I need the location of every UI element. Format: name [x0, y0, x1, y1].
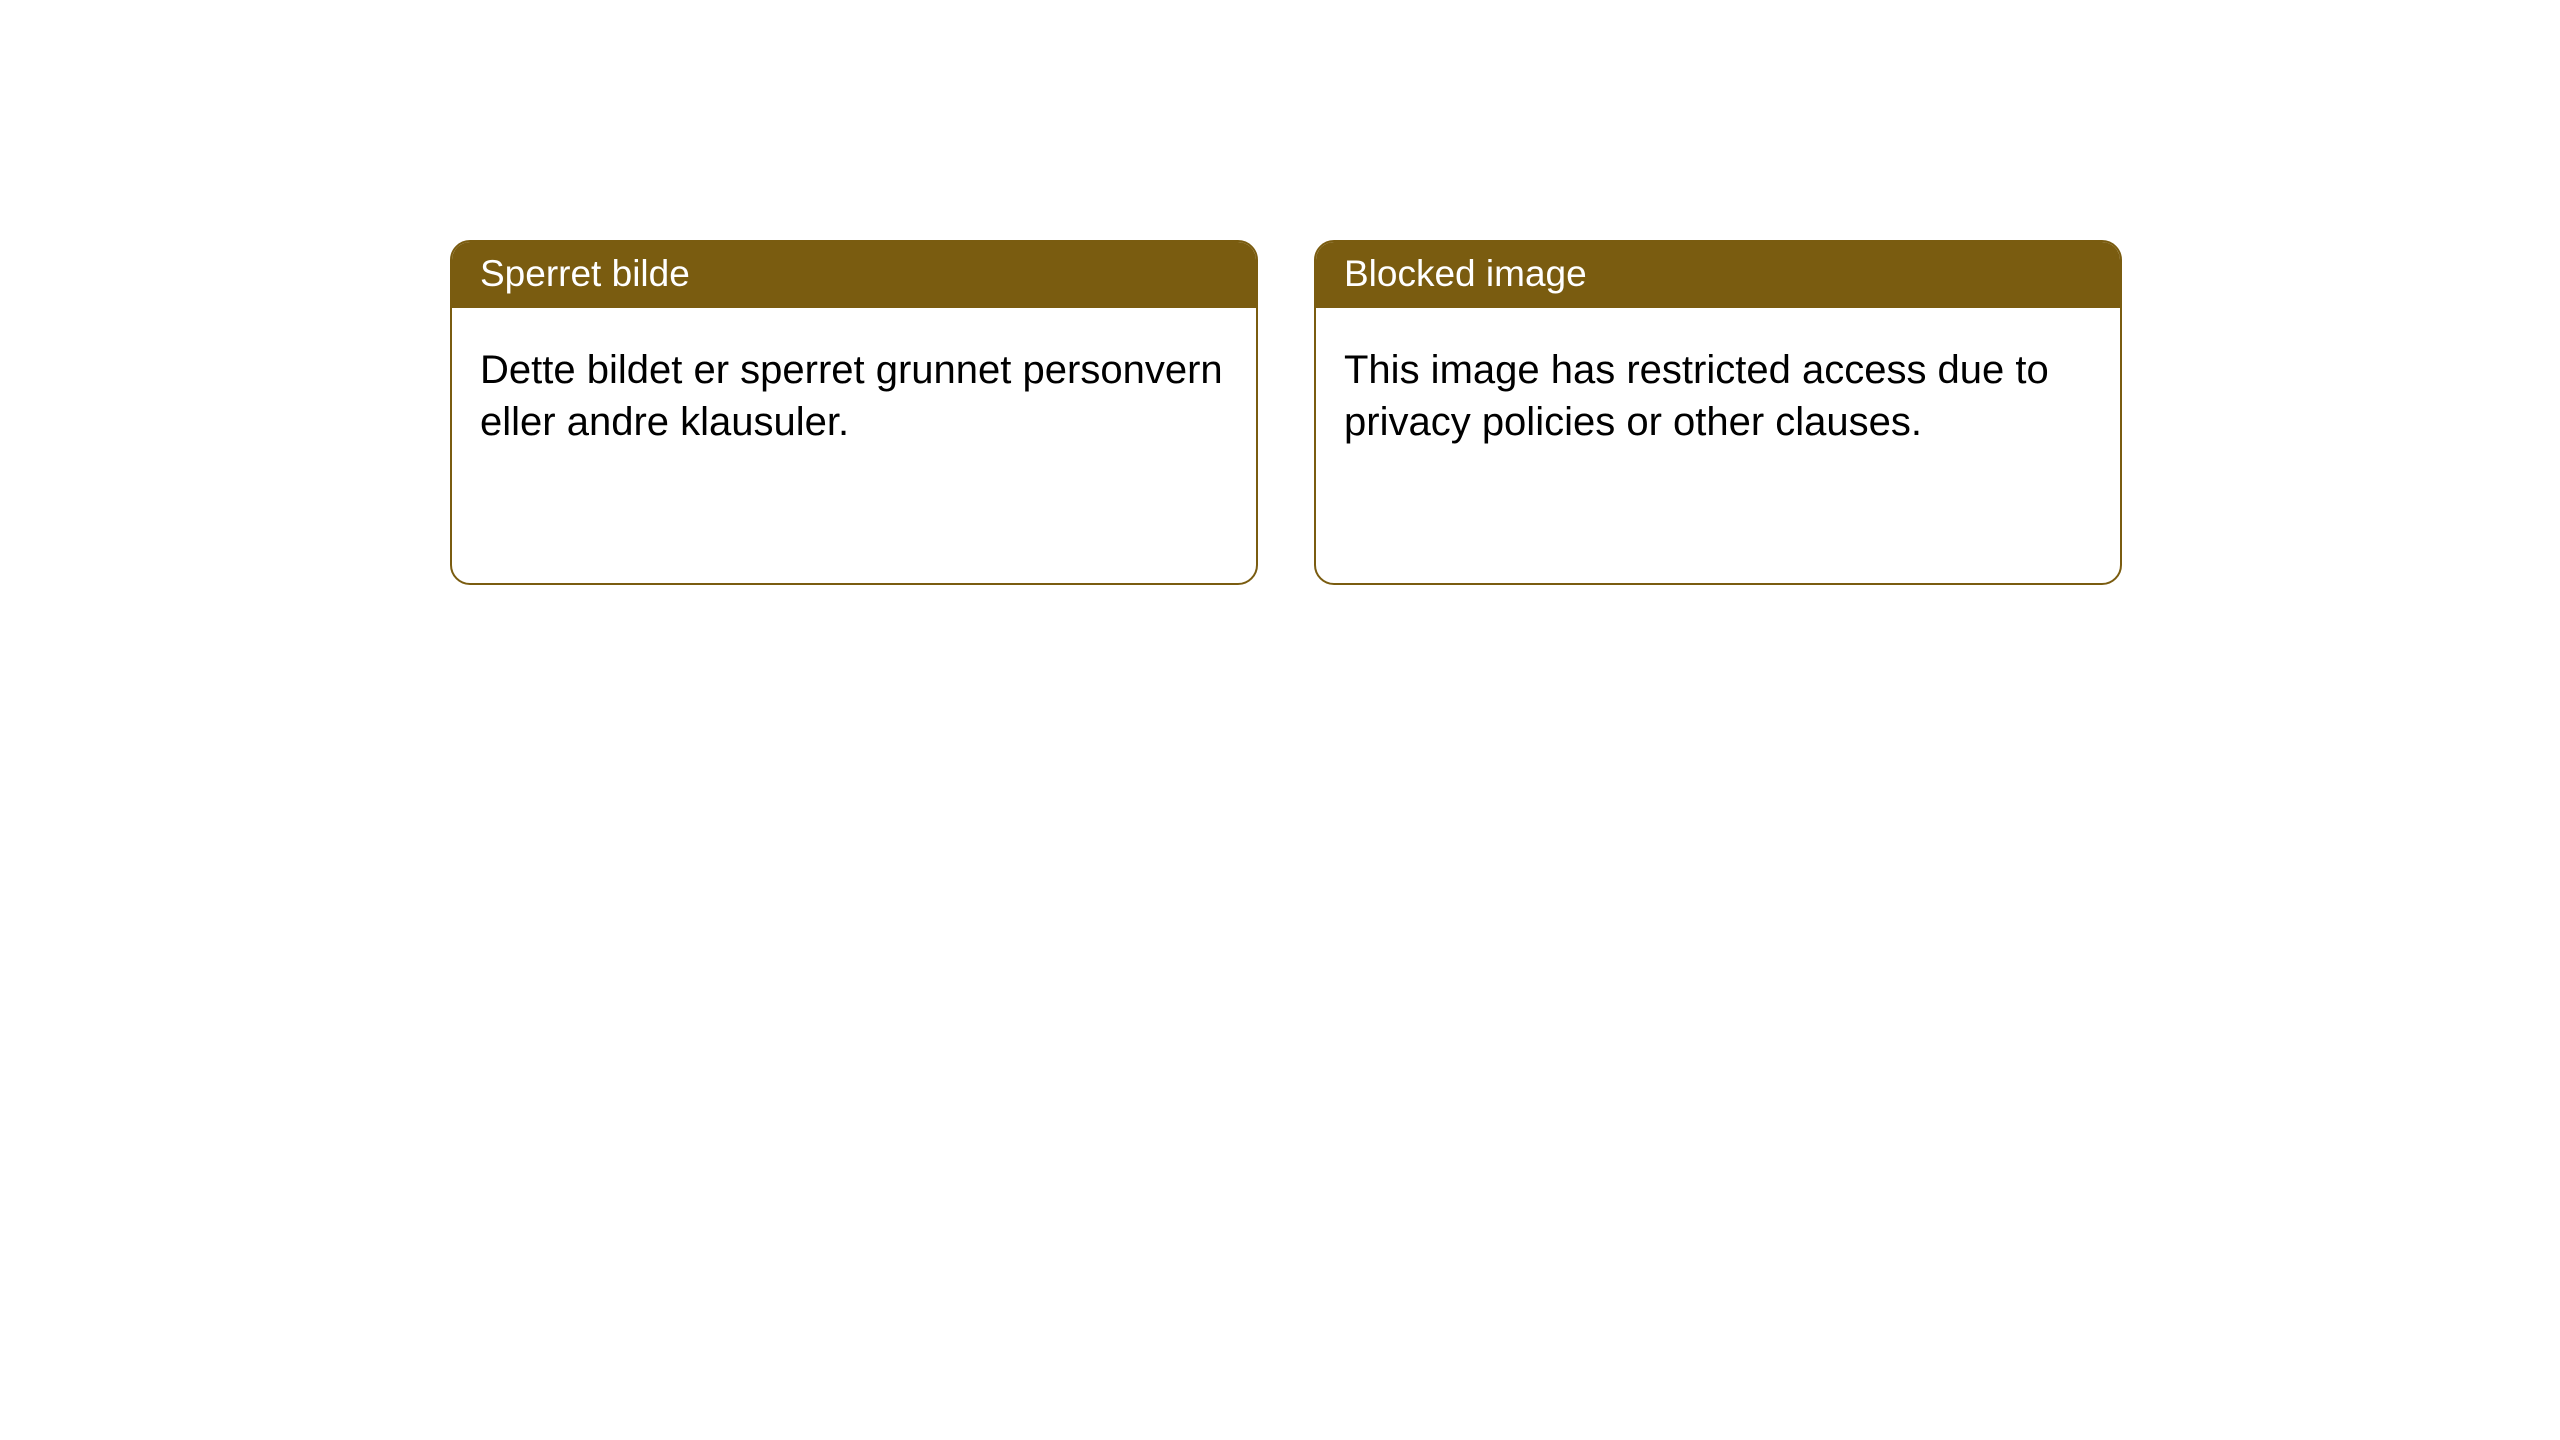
notice-card-english: Blocked image This image has restricted … — [1314, 240, 2122, 585]
notice-card-norwegian: Sperret bilde Dette bildet er sperret gr… — [450, 240, 1258, 585]
notice-header-english: Blocked image — [1316, 242, 2120, 308]
notice-container: Sperret bilde Dette bildet er sperret gr… — [0, 0, 2560, 585]
notice-body-english: This image has restricted access due to … — [1316, 308, 2120, 583]
notice-body-norwegian: Dette bildet er sperret grunnet personve… — [452, 308, 1256, 583]
notice-header-norwegian: Sperret bilde — [452, 242, 1256, 308]
